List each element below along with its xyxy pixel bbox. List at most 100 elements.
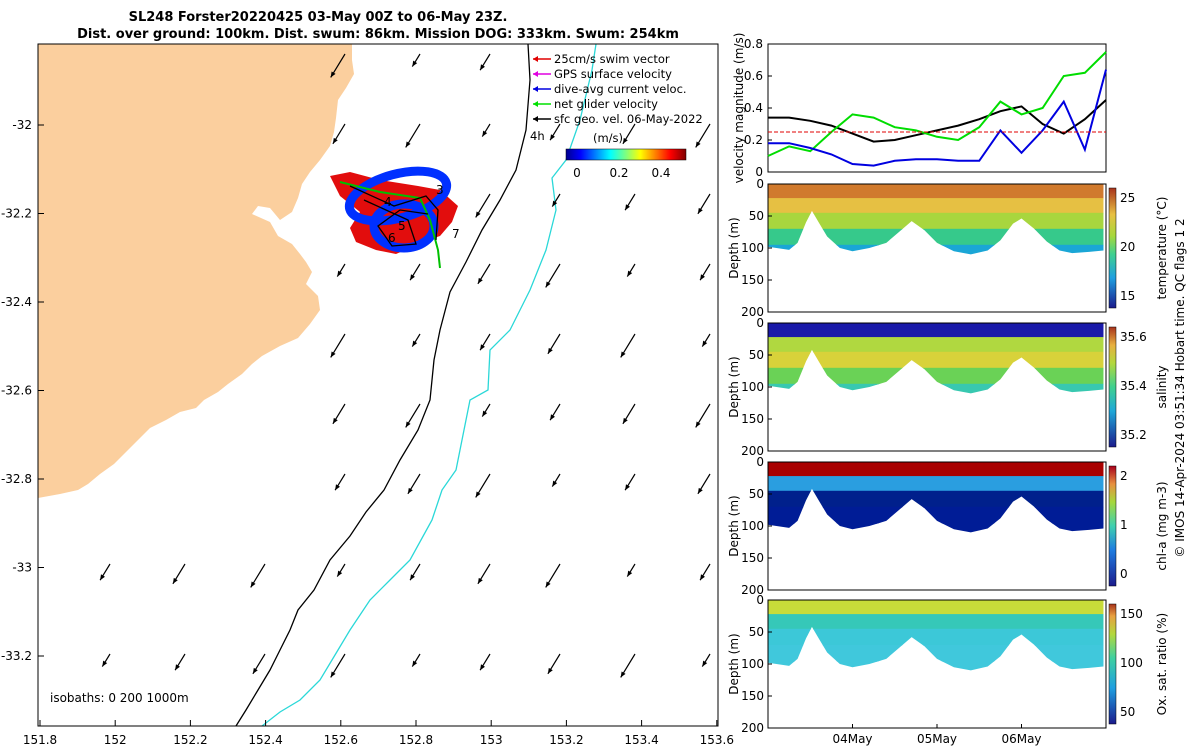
depth-ytick-label: 0: [756, 593, 764, 607]
lon-tick-label: 152: [104, 733, 127, 747]
geo-velocity-arrow: [701, 333, 711, 347]
depth-ylabel: Depth (m): [727, 633, 741, 694]
geo-velocity-arrow: [330, 53, 346, 78]
legend-label: sfc geo. vel. 06-May-2022: [554, 112, 703, 126]
track-mark-7: 7: [452, 227, 460, 241]
glider-track: 3 4 5 6 7: [330, 166, 460, 269]
lat-tick-label: -32.2: [1, 207, 32, 221]
geo-velocity-arrow: [697, 473, 711, 495]
velocity-ytick-label: 0.4: [744, 101, 763, 115]
geo-velocity-arrow: [332, 403, 346, 425]
legend-arrowhead: [533, 71, 538, 77]
geo-velocity-arrow: [620, 653, 636, 678]
land-mass: [38, 44, 354, 498]
depth-ytick-label: 0: [756, 316, 764, 330]
geo-velocity-arrow: [409, 263, 421, 281]
lon-tick-label: 153.6: [700, 733, 734, 747]
geo-velocity-arrow: [101, 653, 111, 667]
depth-ytick-label: 100: [741, 380, 764, 394]
lon-tick-label: 152.6: [324, 733, 358, 747]
legend-arrowhead: [533, 101, 538, 107]
date-tick-label: 05May: [917, 732, 957, 746]
velocity-axes: [767, 43, 1107, 173]
geo-velocity-arrow: [620, 333, 636, 358]
geo-velocity-arrow: [481, 123, 491, 137]
velocity-series-line: [768, 99, 1107, 143]
geo-velocity-arrow: [549, 123, 561, 141]
depth-ytick-label: 200: [741, 444, 764, 458]
geo-velocity-arrow: [334, 473, 346, 491]
geo-velocity-arrow: [475, 473, 491, 498]
geostrophic-velocity-arrows: [99, 53, 711, 678]
depth-colorbar: [1108, 187, 1117, 309]
depth-panel-salinity: 0 50 100 150 200 Depth (m) 35.2 35.4 35.6 salinit…: [727, 316, 1169, 458]
velocity-ytick-label: 0.2: [744, 133, 763, 147]
geo-velocity-arrow: [252, 653, 266, 675]
depth-ytick-label: 150: [741, 551, 764, 565]
legend-label: net glider velocity: [554, 97, 658, 111]
velocity-ylabel: velocity magnitude (m/s): [732, 33, 746, 184]
geo-velocity-arrow: [477, 263, 491, 285]
geo-velocity-arrow: [477, 563, 491, 585]
map-axes-frame: [37, 43, 719, 727]
profile-fill: [768, 600, 1104, 671]
track-mark-6: 6: [388, 231, 396, 245]
geo-velocity-arrow: [545, 563, 561, 588]
depth-ytick-label: 150: [741, 689, 764, 703]
depth-colorbar: [1108, 465, 1117, 587]
depth-ytick-label: 0: [756, 177, 764, 191]
depth-ytick-label: 150: [741, 412, 764, 426]
geo-velocity-arrow: [479, 653, 491, 671]
geo-velocity-arrow: [332, 123, 346, 145]
legend-label: 25cm/s swim vector: [554, 52, 670, 66]
depth-ytick-label: 50: [749, 625, 764, 639]
depth-ytick-label: 200: [741, 305, 764, 319]
geo-velocity-arrow: [336, 563, 346, 577]
geo-velocity-arrow: [172, 563, 186, 585]
depth-ylabel: Depth (m): [727, 217, 741, 278]
geo-velocity-arrow: [481, 403, 491, 417]
imos-credit: © IMOS 14-Apr-2024 03:51:34 Hobart time.…: [1173, 218, 1187, 557]
geo-velocity-arrow: [547, 333, 561, 355]
geo-velocity-arrow: [330, 333, 346, 358]
velocity-ytick-label: 0.8: [744, 37, 763, 51]
track-line: [349, 185, 439, 247]
geo-velocity-arrow: [624, 473, 636, 491]
map-title-line2: Dist. over ground: 100km. Dist. swum: 86…: [77, 27, 679, 42]
profile-fill: [768, 462, 1104, 533]
colorbar-tick-label: 2: [1120, 469, 1128, 483]
geo-velocity-arrow: [699, 263, 711, 281]
depth-ytick-label: 100: [741, 519, 764, 533]
depth-ytick-label: 50: [749, 348, 764, 362]
geo-velocity-arrow: [405, 123, 421, 148]
colorbar-tick-label: 50: [1120, 705, 1135, 719]
legend-arrowhead: [533, 116, 538, 122]
geo-velocity-arrow: [699, 563, 711, 581]
colorbar-label: salinity: [1155, 365, 1169, 408]
depth-colorbar: [1108, 603, 1117, 725]
lon-tick-label: 151.8: [23, 733, 57, 747]
geo-velocity-arrow: [405, 403, 421, 428]
depth-ytick-label: 200: [741, 721, 764, 735]
geo-velocity-arrow: [99, 563, 111, 581]
speed-colorbar: [565, 148, 687, 161]
depth-panel-oxygen: 0 50 100 150 200 Depth (m) 50 100 150 Ox. sat. ra…: [727, 593, 1169, 746]
dive-avg-current-loop: [344, 166, 452, 226]
lon-tick-label: 152.4: [248, 733, 282, 747]
geo-velocity-arrow: [479, 333, 491, 351]
date-tick-label: 06May: [1001, 732, 1041, 746]
geo-velocity-arrow: [411, 333, 421, 347]
lon-tick-label: 153.4: [624, 733, 658, 747]
colorbar-tick-label: 35.2: [1120, 428, 1147, 442]
isobath-1000m: [261, 44, 597, 726]
velocity-series: [767, 51, 1107, 167]
legend-arrowhead: [533, 56, 538, 62]
isobath-200m: [235, 44, 531, 726]
depth-panel-chl-a: 0 50 100 150 200 Depth (m) 0 1 2 chl-a (mg m-3): [727, 455, 1169, 597]
colorbar-tick-label: 20: [1120, 240, 1135, 254]
depth-ytick-label: 150: [741, 273, 764, 287]
colorbar-tick-label: 35.4: [1120, 379, 1147, 393]
depth-ytick-label: 100: [741, 657, 764, 671]
